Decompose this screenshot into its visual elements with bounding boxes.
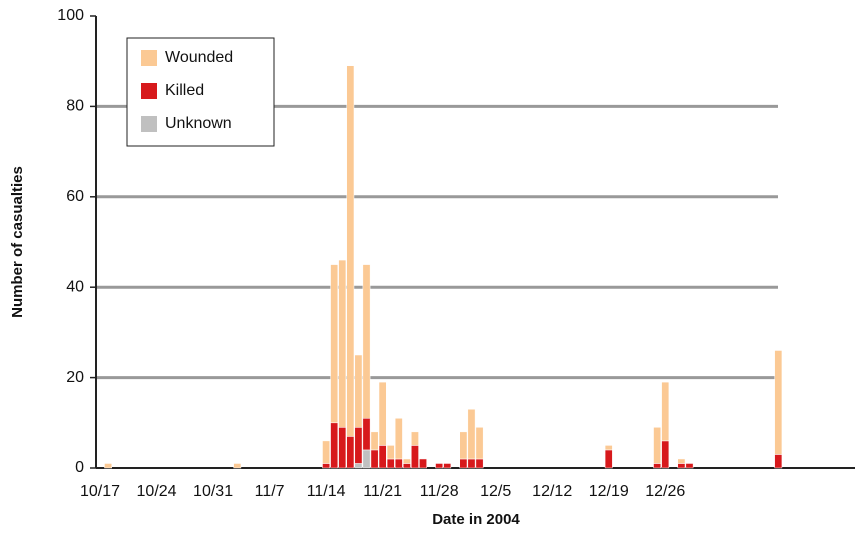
y-axis-title: Number of casualties <box>9 166 26 318</box>
bar-segment <box>443 463 452 469</box>
bar-segment <box>685 463 694 469</box>
bar-segment <box>370 431 379 451</box>
legend-label: Unknown <box>165 115 232 132</box>
x-tick-label: 11/14 <box>307 483 346 500</box>
bar-segment <box>419 458 427 469</box>
bar-segment <box>604 449 613 469</box>
bar-segment <box>346 65 355 437</box>
legend-swatch <box>141 116 157 132</box>
bar-segment <box>774 350 783 455</box>
bar-segment <box>653 463 662 469</box>
bar-segment <box>402 463 411 469</box>
x-axis-title: Date in 2004 <box>432 511 520 528</box>
y-tick-label: 40 <box>66 278 84 295</box>
bar-segment <box>322 440 331 464</box>
bar-segment <box>330 422 339 469</box>
bar-segment <box>467 458 476 469</box>
x-tick-label: 12/19 <box>589 483 629 500</box>
bar-segment <box>459 431 468 460</box>
bar-segment <box>394 418 403 460</box>
bar-segment <box>338 259 347 428</box>
legend-label: Killed <box>165 82 204 99</box>
bar-segment <box>354 427 363 464</box>
legend-label: Wounded <box>165 49 233 66</box>
bar-segment <box>378 445 387 469</box>
bar-segment <box>362 418 371 451</box>
bar-segment <box>467 408 476 460</box>
bar-segment <box>677 463 686 469</box>
bar-segment <box>774 454 783 469</box>
bar-segment <box>604 445 613 451</box>
bar-segment <box>370 449 379 469</box>
bar-segment <box>475 458 484 469</box>
x-tick-label: 10/31 <box>193 483 233 500</box>
x-tick-label: 10/24 <box>137 483 177 500</box>
y-tick-label: 60 <box>66 188 84 205</box>
bar-segment <box>435 463 444 469</box>
bar-segment <box>661 440 670 469</box>
bar-segment <box>459 458 468 469</box>
bar-segment <box>402 458 411 464</box>
legend-swatch <box>141 83 157 99</box>
x-tick-label: 12/26 <box>645 483 685 500</box>
x-tick-label: 10/17 <box>80 483 120 500</box>
x-tick-label: 12/12 <box>532 483 572 500</box>
bar-segment <box>661 381 670 442</box>
bar-segment <box>104 463 112 469</box>
bar-segment <box>475 427 484 460</box>
x-tick-label: 11/21 <box>363 483 402 500</box>
x-tick-label: 11/7 <box>255 483 285 500</box>
y-tick-label: 0 <box>75 459 84 476</box>
bar-segment <box>653 427 662 464</box>
bar-segment <box>354 463 363 469</box>
bar-segment <box>362 449 371 469</box>
bar-segment <box>386 445 395 460</box>
bar-segment <box>233 463 242 469</box>
bar-segment <box>322 463 331 469</box>
bar-segment <box>338 427 347 469</box>
y-tick-label: 100 <box>57 7 84 24</box>
x-tick-label: 12/5 <box>480 483 511 500</box>
bar-segment <box>411 431 419 446</box>
y-tick-label: 20 <box>66 369 84 386</box>
bar-segment <box>362 264 371 419</box>
legend-swatch <box>141 50 157 66</box>
bar-segment <box>394 458 403 469</box>
bar-segment <box>354 354 363 428</box>
bar-segment <box>386 458 395 469</box>
bar-segment <box>411 445 419 469</box>
bar-segment <box>346 436 355 469</box>
x-tick-label: 11/28 <box>420 483 459 500</box>
bar-segment <box>677 458 686 464</box>
bar-segment <box>330 264 339 424</box>
y-tick-label: 80 <box>66 98 84 115</box>
bar-segment <box>378 381 387 446</box>
